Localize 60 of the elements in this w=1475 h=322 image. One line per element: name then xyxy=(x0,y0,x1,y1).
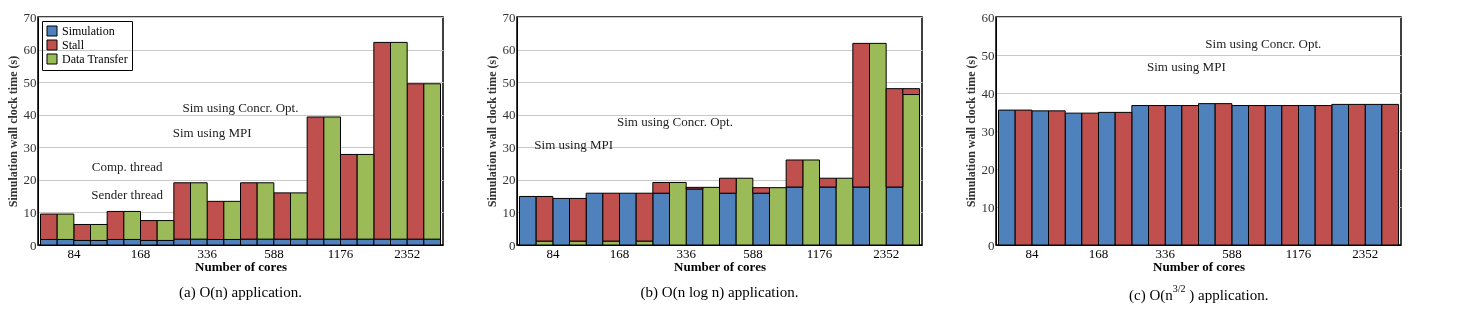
y-tick-label: 10 xyxy=(23,204,37,220)
y-tick-label: 0 xyxy=(30,237,37,253)
y-tick-label: 70 xyxy=(502,9,516,25)
y-axis-title: Simulation wall clock time (s) xyxy=(484,55,499,208)
y-tick-label: 70 xyxy=(23,9,37,25)
x-tick-label: 84 xyxy=(546,245,560,261)
legend-label: Simulation xyxy=(62,24,115,38)
x-tick-label: 168 xyxy=(130,245,151,261)
y-tick-label: 40 xyxy=(502,107,516,123)
annotation: Sim using MPI xyxy=(172,125,252,141)
x-tick-label: 2352 xyxy=(1352,245,1379,261)
x-tick-label: 1176 xyxy=(327,245,354,261)
y-tick-label: 50 xyxy=(23,74,37,90)
y-axis-title: Simulation wall clock time (s) xyxy=(963,55,978,208)
y-tick-label: 60 xyxy=(23,42,37,58)
y-tick-label: 40 xyxy=(981,85,995,101)
y-tick-label: 30 xyxy=(502,139,516,155)
text: (a) O(n) application. xyxy=(179,284,302,301)
x-tick-label: 336 xyxy=(1155,245,1176,261)
x-tick-label: 2352 xyxy=(394,245,421,261)
x-tick-label: 588 xyxy=(1222,245,1242,261)
x-axis-title: Number of cores xyxy=(195,258,287,274)
legend-label: Data Transfer xyxy=(62,52,128,66)
y-tick-label: 20 xyxy=(23,172,37,188)
y-tick-label: 60 xyxy=(502,42,516,58)
y-tick-label: 40 xyxy=(23,107,37,123)
annotation: Comp. thread xyxy=(91,159,163,175)
x-tick-label: 588 xyxy=(743,245,763,261)
y-tick-label: 0 xyxy=(509,237,516,253)
y-tick-label: 20 xyxy=(502,172,516,188)
y-tick-label: 50 xyxy=(502,74,516,90)
x-tick-label: 336 xyxy=(197,245,218,261)
x-tick-label: 2352 xyxy=(873,245,900,261)
annotation: Sim using MPI xyxy=(534,136,614,152)
x-tick-label: 1176 xyxy=(806,245,833,261)
y-tick-label: 30 xyxy=(23,139,37,155)
y-tick-label: 0 xyxy=(988,237,995,253)
annotation: Sender thread xyxy=(91,186,164,202)
y-axis-title: Simulation wall clock time (s) xyxy=(5,55,20,208)
legend-label: Stall xyxy=(62,38,85,52)
y-tick-label: 30 xyxy=(981,123,995,139)
y-tick-label: 10 xyxy=(981,199,995,215)
x-tick-label: 336 xyxy=(676,245,697,261)
annotation: Sim using Concr. Opt. xyxy=(616,113,733,129)
x-tick-label: 84 xyxy=(1025,245,1039,261)
annotation: Sim using Concr. Opt. xyxy=(1205,36,1322,52)
y-tick-label: 50 xyxy=(981,47,995,63)
annotation: Sim using Concr. Opt. xyxy=(182,100,299,116)
x-axis-title: Number of cores xyxy=(674,258,766,274)
x-tick-label: 1176 xyxy=(1285,245,1312,261)
x-tick-label: 588 xyxy=(264,245,284,261)
x-tick-label: 84 xyxy=(67,245,81,261)
y-tick-label: 60 xyxy=(981,9,995,25)
text: (b) O(n log n) application. xyxy=(640,284,799,301)
y-tick-label: 10 xyxy=(502,204,516,220)
annotation: Sim using MPI xyxy=(1146,59,1226,75)
x-axis-title: Number of cores xyxy=(1153,258,1245,274)
x-tick-label: 168 xyxy=(609,245,630,261)
y-tick-label: 20 xyxy=(981,161,995,177)
x-tick-label: 168 xyxy=(1088,245,1109,261)
